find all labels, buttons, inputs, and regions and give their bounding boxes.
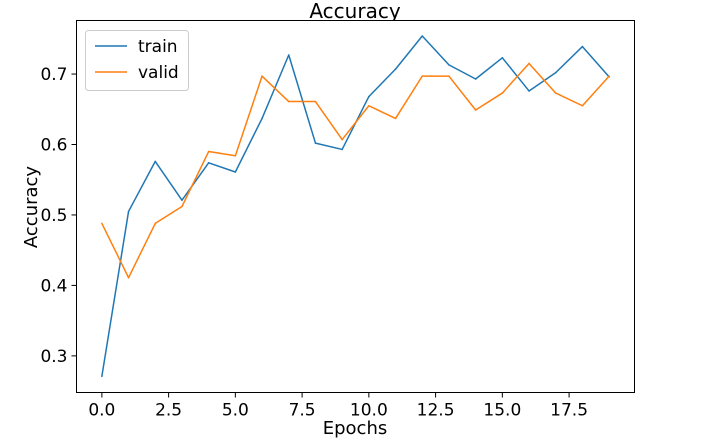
data-point-train [501, 57, 504, 59]
y-tick-label: 0.6 [40, 136, 67, 156]
data-point-valid [448, 75, 450, 77]
x-axis-ticks: 0.0 2.5 5.0 7.5 10.0 12.5 15.0 17.5 [88, 392, 588, 421]
legend-label-valid: valid [138, 63, 179, 83]
data-point-valid [528, 62, 530, 65]
data-point-train [421, 35, 424, 37]
x-tick-label: 17.5 [550, 401, 588, 421]
data-point-train [368, 95, 370, 98]
x-tick-label: 10.0 [350, 401, 388, 421]
data-point-valid [501, 92, 504, 94]
data-point-train [207, 162, 210, 164]
data-point-train [127, 210, 130, 213]
data-point-train [448, 64, 450, 66]
data-point-valid [341, 138, 343, 141]
legend-label-train: train [138, 37, 178, 57]
data-point-valid [474, 109, 477, 111]
y-tick-label: 0.3 [40, 347, 67, 367]
data-point-train [181, 199, 183, 201]
data-point-train [394, 68, 397, 70]
data-point-train [234, 171, 237, 173]
data-point-valid [394, 117, 397, 120]
data-point-train [341, 148, 343, 151]
data-point-valid [608, 75, 610, 77]
data-point-valid [314, 100, 317, 103]
data-point-valid [581, 104, 584, 107]
data-point-train [314, 142, 317, 144]
x-tick-label: 15.0 [483, 401, 521, 421]
data-point-valid [287, 100, 290, 103]
data-point-valid [368, 104, 370, 107]
series-line-valid [101, 62, 610, 279]
legend: train valid [85, 30, 189, 91]
data-point-train [287, 54, 290, 56]
chart-title: Accuracy [309, 0, 400, 23]
y-tick-label: 0.4 [40, 276, 67, 296]
data-point-valid [101, 222, 103, 225]
data-point-train [528, 90, 530, 92]
y-axis-label: Accuracy [21, 166, 42, 249]
x-tick-label: 0.0 [88, 401, 115, 421]
data-point-valid [154, 222, 157, 225]
series-lines [101, 35, 610, 378]
data-point-valid [261, 75, 263, 77]
x-axis-label: Epochs [323, 418, 388, 439]
x-tick-label: 5.0 [222, 401, 249, 421]
data-point-train [581, 45, 584, 48]
y-tick-label: 0.5 [40, 206, 67, 226]
data-point-valid [207, 150, 210, 153]
data-point-train [261, 117, 263, 120]
data-point-valid [127, 276, 130, 279]
data-point-train [154, 160, 157, 163]
x-tick-label: 7.5 [289, 401, 316, 421]
data-point-train [101, 375, 103, 378]
data-point-valid [181, 205, 183, 208]
data-point-valid [554, 92, 557, 94]
data-point-valid [234, 154, 237, 157]
x-tick-label: 12.5 [417, 401, 455, 421]
y-axis-ticks: 0.3 0.4 0.5 0.6 0.7 [40, 65, 77, 367]
y-tick-label: 0.7 [40, 65, 67, 85]
data-point-train [554, 71, 557, 74]
x-tick-label: 2.5 [155, 401, 182, 421]
data-point-valid [421, 75, 424, 77]
data-point-train [474, 78, 477, 80]
